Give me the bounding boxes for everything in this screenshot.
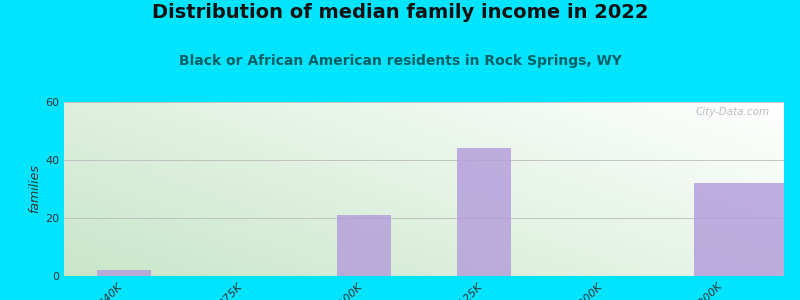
- Bar: [694, 183, 784, 276]
- Text: Black or African American residents in Rock Springs, WY: Black or African American residents in R…: [178, 54, 622, 68]
- Bar: [457, 148, 511, 276]
- Text: City-Data.com: City-Data.com: [695, 107, 770, 117]
- Text: Distribution of median family income in 2022: Distribution of median family income in …: [152, 3, 648, 22]
- Bar: [97, 270, 151, 276]
- Bar: [337, 215, 391, 276]
- Y-axis label: families: families: [28, 165, 41, 213]
